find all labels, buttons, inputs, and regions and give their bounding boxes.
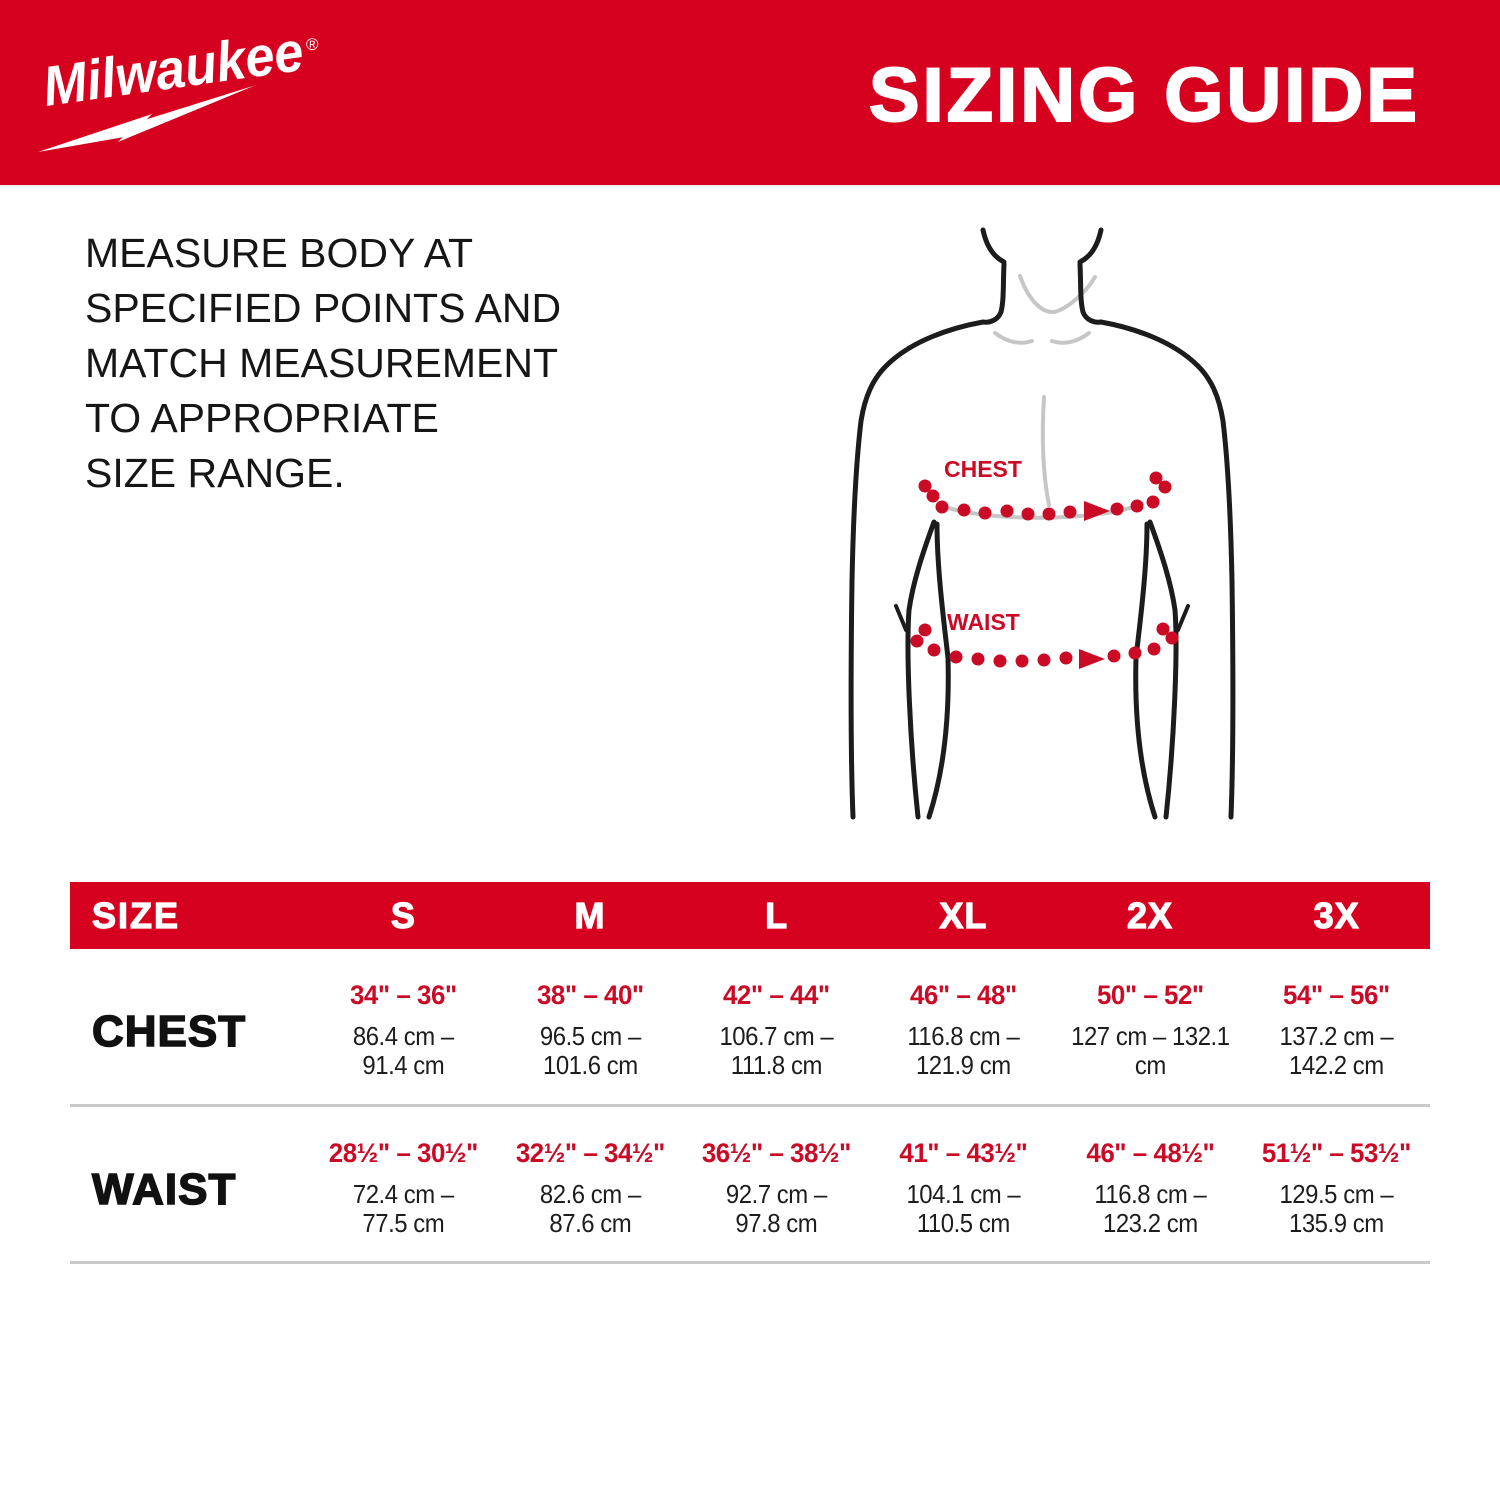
cm-line2: 142.2 cm: [1289, 1050, 1385, 1080]
divider-line: [70, 1261, 1430, 1264]
measure-instructions: MEASURE BODY AT SPECIFIED POINTS AND MAT…: [85, 230, 562, 496]
cm-line2: 77.5 cm: [362, 1208, 445, 1238]
col-header-m: M: [574, 894, 606, 936]
inch-range: 38" – 40": [536, 980, 644, 1010]
cm-range: 106.7 cm –111.8 cm: [691, 1022, 863, 1080]
waist-dotted-line: [910, 622, 1179, 669]
inch-range: 42" – 44": [723, 980, 831, 1010]
chest-cell-2x: 50" – 52" 127 cm – 132.1 cm: [1057, 949, 1244, 1104]
row-label-waist: WAIST: [91, 1164, 237, 1215]
waist-cell-m: 32½" – 34½" 82.6 cm –87.6 cm: [497, 1107, 684, 1261]
inch-range: 51½" – 53½": [1262, 1138, 1412, 1168]
cm-line2: 101.6 cm: [542, 1050, 638, 1080]
waist-cell-l: 36½" – 38½" 92.7 cm –97.8 cm: [683, 1107, 870, 1261]
cm-range: 96.5 cm –101.6 cm: [504, 1022, 676, 1080]
waist-cell-xl: 41" – 43½" 104.1 cm –110.5 cm: [870, 1107, 1057, 1261]
cm-line1: 137.2 cm –: [1279, 1021, 1394, 1051]
cm-line2: 97.8 cm: [735, 1208, 818, 1238]
waist-line-label: WAIST: [947, 609, 1020, 635]
col-header-xl: XL: [939, 894, 988, 936]
brand-banner: Milwaukee ® SIZING GUIDE: [0, 0, 1500, 187]
table-header-row: SIZE S M L XL 2X 3X: [70, 882, 1430, 949]
divider-line: [70, 1104, 1430, 1107]
registered-mark: ®: [306, 35, 319, 54]
chest-cell-l: 42" – 44" 106.7 cm –111.8 cm: [683, 949, 870, 1104]
cm-line2: 121.9 cm: [915, 1050, 1011, 1080]
cm-line1: 129.5 cm –: [1279, 1179, 1394, 1209]
col-header-s: S: [390, 894, 416, 936]
size-header: SIZE: [91, 894, 181, 936]
chest-cell-m: 38" – 40" 96.5 cm –101.6 cm: [497, 949, 684, 1104]
inch-range: 36½" – 38½": [702, 1138, 852, 1168]
brand-wordmark: Milwaukee: [39, 19, 307, 118]
waist-arrow-icon: [1079, 649, 1105, 669]
cm-line1: 106.7 cm –: [719, 1021, 834, 1051]
inch-range: 32½" – 34½": [515, 1138, 665, 1168]
cm-range: 86.4 cm –91.4 cm: [317, 1022, 489, 1080]
cm-line1: 127 cm – 132.1: [1070, 1021, 1230, 1051]
cm-line1: 104.1 cm –: [906, 1179, 1021, 1209]
chest-cell-xl: 46" – 48" 116.8 cm –121.9 cm: [870, 949, 1057, 1104]
chest-line-label: CHEST: [944, 456, 1022, 482]
inch-range: 46" – 48": [909, 980, 1017, 1010]
cm-range: 127 cm – 132.1 cm: [1064, 1022, 1236, 1080]
inch-range: 28½" – 30½": [328, 1138, 479, 1168]
waist-cell-2x: 46" – 48½" 116.8 cm –123.2 cm: [1057, 1107, 1244, 1261]
cm-range: 129.5 cm –135.9 cm: [1251, 1180, 1423, 1238]
chest-dotted-line: [918, 471, 1172, 521]
inch-range: 54" – 56": [1283, 980, 1391, 1010]
table-row-chest: CHEST 34" – 36" 86.4 cm –91.4 cm 38" – 4…: [70, 949, 1430, 1104]
lightning-bolt-icon: [38, 85, 256, 152]
col-header-2x: 2X: [1126, 894, 1174, 936]
sizing-table: SIZE S M L XL 2X 3X CHEST 34" – 36" 86.4…: [70, 882, 1430, 1264]
chest-cell-s: 34" – 36" 86.4 cm –91.4 cm: [310, 949, 497, 1104]
cm-line2: 111.8 cm: [731, 1050, 823, 1080]
cm-line1: 96.5 cm –: [539, 1021, 641, 1051]
cm-line1: 92.7 cm –: [726, 1179, 828, 1209]
cm-range: 116.8 cm –123.2 cm: [1064, 1180, 1236, 1238]
cm-line1: 72.4 cm –: [352, 1179, 454, 1209]
cm-line1: 86.4 cm –: [352, 1021, 454, 1051]
cm-line2: 87.6 cm: [549, 1208, 631, 1238]
inch-range: 50" – 52": [1096, 980, 1204, 1010]
inch-range: 46" – 48½": [1086, 1138, 1214, 1168]
col-header-l: L: [765, 894, 789, 936]
page-title: SIZING GUIDE: [868, 52, 1420, 139]
cm-range: 72.4 cm –77.5 cm: [317, 1180, 489, 1238]
cm-range: 116.8 cm –121.9 cm: [877, 1022, 1049, 1080]
chest-arrow-icon: [1084, 501, 1110, 521]
cm-line2: 110.5 cm: [916, 1208, 1010, 1238]
cm-line1: 82.6 cm –: [539, 1179, 641, 1209]
row-label-chest: CHEST: [91, 1006, 247, 1057]
milwaukee-logo: Milwaukee ®: [38, 19, 319, 152]
chest-cell-3x: 54" – 56" 137.2 cm –142.2 cm: [1243, 949, 1430, 1104]
cm-line2: 135.9 cm: [1289, 1208, 1385, 1238]
inch-range: 34" – 36": [349, 980, 457, 1010]
col-header-3x: 3X: [1313, 894, 1360, 936]
body-outline: [848, 227, 1236, 820]
cm-line1: 116.8 cm –: [907, 1021, 1020, 1051]
cm-range: 92.7 cm –97.8 cm: [691, 1180, 863, 1238]
waist-cell-s: 28½" – 30½" 72.4 cm –77.5 cm: [310, 1107, 497, 1261]
torso-measurement-diagram: CHEST WAIST: [848, 227, 1236, 820]
waist-cell-3x: 51½" – 53½" 129.5 cm –135.9 cm: [1243, 1107, 1430, 1261]
cm-line2: cm: [1134, 1050, 1166, 1080]
inch-range: 41" – 43½": [899, 1138, 1028, 1168]
table-row-waist: WAIST 28½" – 30½" 72.4 cm –77.5 cm 32½" …: [70, 1107, 1430, 1261]
cm-line2: 91.4 cm: [362, 1050, 445, 1080]
cm-line1: 116.8 cm –: [1094, 1179, 1206, 1209]
cm-range: 104.1 cm –110.5 cm: [877, 1180, 1049, 1238]
cm-range: 137.2 cm –142.2 cm: [1251, 1022, 1423, 1080]
cm-line2: 123.2 cm: [1102, 1208, 1198, 1238]
cm-range: 82.6 cm –87.6 cm: [504, 1180, 676, 1238]
